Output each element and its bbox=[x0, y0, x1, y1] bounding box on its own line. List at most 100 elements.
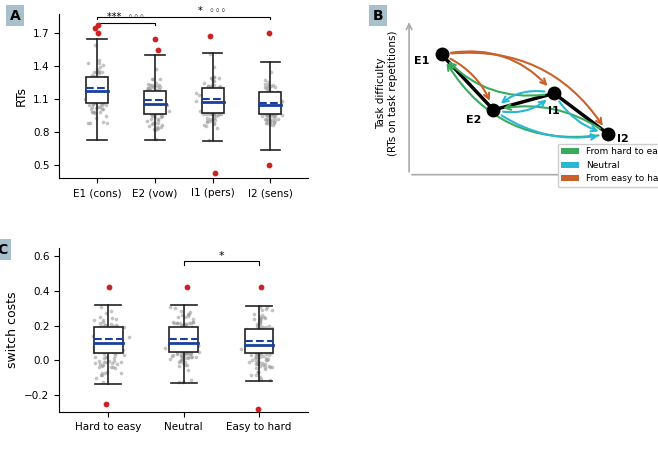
Point bbox=[150, 106, 161, 114]
Point bbox=[164, 341, 174, 349]
Point bbox=[176, 354, 187, 361]
Point bbox=[263, 323, 274, 330]
Point bbox=[148, 75, 159, 82]
Point bbox=[255, 336, 265, 344]
Point bbox=[213, 91, 224, 98]
Point bbox=[259, 327, 270, 335]
Point bbox=[260, 315, 270, 322]
Point bbox=[267, 98, 278, 105]
Point bbox=[207, 81, 217, 88]
Point bbox=[173, 326, 184, 333]
Point bbox=[202, 114, 213, 122]
Point bbox=[209, 95, 219, 103]
Point bbox=[186, 341, 196, 349]
Point bbox=[261, 101, 272, 109]
Point bbox=[272, 96, 283, 104]
Point bbox=[153, 125, 164, 132]
Point bbox=[151, 104, 161, 112]
Point bbox=[183, 312, 193, 320]
Point bbox=[184, 320, 194, 327]
Point bbox=[145, 115, 156, 123]
Point bbox=[88, 99, 99, 106]
Point bbox=[203, 83, 214, 90]
Point bbox=[255, 316, 265, 323]
Point bbox=[210, 108, 220, 115]
Point bbox=[173, 378, 184, 386]
Point bbox=[265, 364, 276, 371]
Point bbox=[182, 342, 193, 349]
Point bbox=[88, 100, 98, 108]
Point bbox=[144, 95, 155, 102]
Point bbox=[98, 318, 109, 326]
Point bbox=[268, 96, 278, 103]
Point bbox=[103, 347, 114, 354]
Point bbox=[156, 111, 166, 119]
Point bbox=[178, 329, 188, 336]
Point bbox=[149, 104, 159, 111]
Point bbox=[143, 88, 153, 95]
Point bbox=[262, 120, 272, 127]
Legend: From hard to easy, Neutral, From easy to hard: From hard to easy, Neutral, From easy to… bbox=[557, 144, 658, 187]
Point bbox=[118, 347, 128, 354]
Point bbox=[246, 327, 257, 335]
Point bbox=[84, 101, 94, 109]
Point bbox=[263, 117, 273, 124]
Point bbox=[89, 87, 99, 94]
Point bbox=[267, 94, 278, 102]
Point bbox=[90, 375, 101, 382]
Point bbox=[101, 369, 112, 376]
Point bbox=[86, 73, 97, 80]
Point bbox=[168, 351, 179, 358]
Point bbox=[97, 89, 108, 96]
Point bbox=[270, 93, 281, 100]
Point bbox=[265, 98, 275, 105]
Point bbox=[193, 342, 203, 349]
Point bbox=[179, 344, 190, 351]
Point bbox=[153, 46, 163, 54]
Point bbox=[259, 109, 269, 116]
Point bbox=[152, 109, 163, 116]
Text: E2: E2 bbox=[467, 115, 482, 125]
Point bbox=[266, 116, 277, 124]
Point bbox=[264, 82, 274, 89]
Point bbox=[157, 122, 167, 129]
Point bbox=[184, 333, 194, 340]
Point bbox=[193, 92, 204, 99]
Point bbox=[205, 84, 215, 92]
Point bbox=[89, 109, 99, 116]
Point bbox=[211, 112, 222, 120]
Point bbox=[249, 355, 260, 362]
Point bbox=[249, 311, 259, 318]
Point bbox=[106, 320, 116, 327]
Point bbox=[182, 342, 193, 349]
Point bbox=[109, 342, 119, 349]
Point bbox=[266, 324, 277, 331]
Point bbox=[153, 105, 164, 113]
Point bbox=[208, 110, 218, 117]
Point bbox=[241, 327, 252, 334]
Point bbox=[250, 349, 261, 357]
Point bbox=[89, 84, 100, 92]
Point bbox=[245, 338, 256, 345]
Point bbox=[97, 100, 108, 107]
Point bbox=[211, 97, 221, 104]
Point bbox=[178, 336, 189, 343]
Point bbox=[145, 106, 155, 114]
Point bbox=[252, 344, 263, 351]
Point bbox=[150, 87, 161, 94]
Point bbox=[256, 345, 266, 353]
Point bbox=[166, 353, 177, 360]
Point bbox=[255, 304, 265, 311]
Point bbox=[93, 87, 104, 94]
Point bbox=[150, 94, 161, 101]
Point bbox=[149, 88, 159, 95]
Point bbox=[143, 80, 153, 87]
Point bbox=[251, 347, 261, 354]
Point bbox=[87, 87, 97, 94]
Point bbox=[177, 322, 188, 329]
Point bbox=[153, 102, 163, 109]
Point bbox=[259, 348, 269, 355]
Point bbox=[110, 352, 120, 359]
Point bbox=[213, 74, 224, 82]
Point bbox=[207, 101, 218, 109]
